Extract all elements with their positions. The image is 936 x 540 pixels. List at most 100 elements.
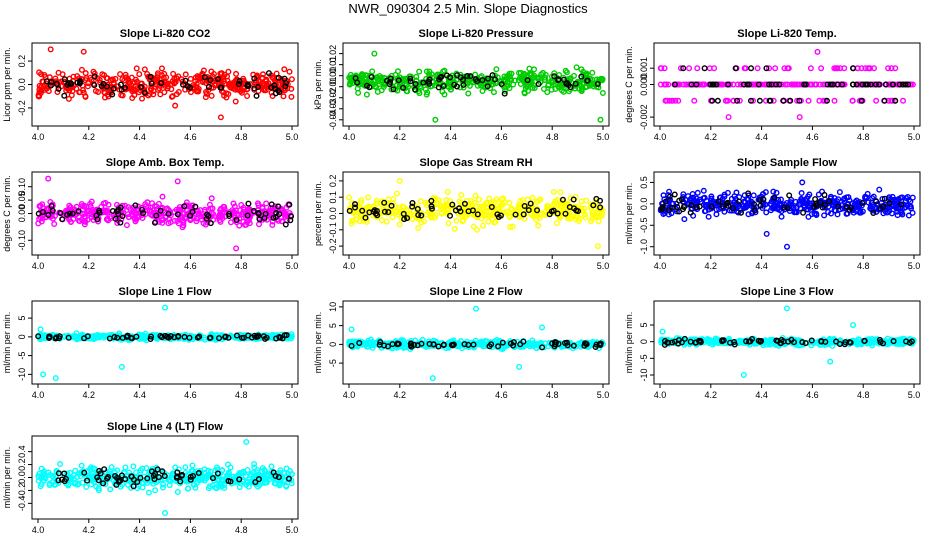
- data-point: [88, 76, 95, 83]
- data-point-ref: [767, 97, 774, 104]
- data-point: [500, 195, 507, 202]
- data-point-ref: [724, 199, 731, 206]
- data-point: [440, 202, 447, 209]
- data-point-ref: [236, 77, 243, 84]
- data-point: [526, 65, 533, 72]
- data-point: [557, 81, 564, 88]
- data-point: [205, 485, 212, 492]
- data-point: [533, 341, 540, 348]
- data-point: [35, 473, 42, 480]
- data-point-ref: [751, 201, 758, 208]
- data-point: [672, 97, 679, 104]
- data-point-ref: [362, 214, 369, 221]
- data-point-ref: [381, 208, 388, 215]
- data-point-ref: [118, 86, 125, 93]
- data-point-ref: [521, 202, 528, 209]
- data-point-ref: [368, 73, 375, 80]
- data-point: [477, 82, 484, 89]
- data-point: [545, 343, 552, 350]
- data-point-ref: [113, 208, 120, 215]
- data-point-ref: [268, 84, 275, 91]
- data-point-ref: [662, 198, 669, 205]
- data-point: [728, 195, 735, 202]
- data-point: [583, 197, 590, 204]
- data-point: [772, 65, 779, 72]
- panel-5: Slope Gas Stream RH4.0 4.2 4.4 4.6 4.8 5.0-0.…: [313, 157, 610, 271]
- data-point: [589, 209, 596, 216]
- data-point-ref: [847, 339, 854, 346]
- data-point: [139, 484, 146, 491]
- data-point-ref: [461, 200, 468, 207]
- data-point-ref: [428, 203, 435, 210]
- data-point: [392, 209, 399, 216]
- data-point-ref: [128, 473, 135, 480]
- data-point: [713, 211, 720, 218]
- data-point-ref: [155, 474, 162, 481]
- data-point: [81, 221, 88, 228]
- data-point: [661, 65, 668, 72]
- data-point: [51, 220, 58, 227]
- data-point-ref: [251, 75, 258, 82]
- data-point: [118, 363, 125, 370]
- data-point: [233, 70, 240, 77]
- data-point: [91, 333, 98, 340]
- data-point: [135, 203, 142, 210]
- data-point-ref: [555, 76, 562, 83]
- data-point: [509, 223, 516, 230]
- data-point: [189, 462, 196, 469]
- data-point-ref: [245, 200, 252, 207]
- data-point: [396, 221, 403, 228]
- x-tick-label: 4.8: [857, 390, 870, 400]
- data-point-ref: [535, 80, 542, 87]
- data-point: [557, 189, 564, 196]
- data-point-ref: [495, 343, 502, 350]
- data-point-ref: [489, 72, 496, 79]
- data-point-ref: [745, 190, 752, 197]
- data-point: [903, 194, 910, 201]
- data-point: [182, 464, 189, 471]
- data-point: [850, 322, 857, 329]
- data-point: [508, 76, 515, 83]
- x-tick-label: 5.0: [597, 390, 610, 400]
- data-point-ref: [162, 332, 169, 339]
- data-point-ref: [178, 472, 185, 479]
- data-point-ref: [760, 196, 767, 203]
- y-tick-label: -10: [17, 368, 27, 381]
- data-point-ref: [889, 81, 896, 88]
- data-point-ref: [756, 97, 763, 104]
- data-point: [438, 203, 445, 210]
- data-point-ref: [732, 65, 739, 72]
- data-point: [132, 76, 139, 83]
- data-point: [255, 221, 262, 228]
- data-point: [432, 212, 439, 219]
- data-point: [187, 75, 194, 82]
- x-tick-label: 4.8: [546, 261, 559, 271]
- data-point-ref: [559, 196, 566, 203]
- data-point-ref: [235, 80, 242, 87]
- data-point: [892, 65, 899, 72]
- data-point-ref: [207, 77, 214, 84]
- data-point: [171, 217, 178, 224]
- data-point: [263, 200, 270, 207]
- data-point: [383, 218, 390, 225]
- data-point-ref: [207, 220, 214, 227]
- data-point-ref: [675, 340, 682, 347]
- data-point-ref: [204, 211, 211, 218]
- data-point-ref: [713, 81, 720, 88]
- data-point: [516, 201, 523, 208]
- data-point: [37, 326, 44, 333]
- data-point-ref: [597, 197, 604, 204]
- data-point: [117, 71, 124, 78]
- data-point: [174, 178, 181, 185]
- data-point-ref: [687, 209, 694, 216]
- data-point-ref: [47, 82, 54, 89]
- panel-title: Slope Gas Stream RH: [419, 157, 532, 169]
- data-point: [506, 200, 513, 207]
- data-point-ref: [270, 214, 277, 221]
- data-point: [725, 114, 732, 121]
- data-point-ref: [181, 333, 188, 340]
- data-point: [521, 71, 528, 78]
- x-tick-label: 5.0: [286, 525, 299, 535]
